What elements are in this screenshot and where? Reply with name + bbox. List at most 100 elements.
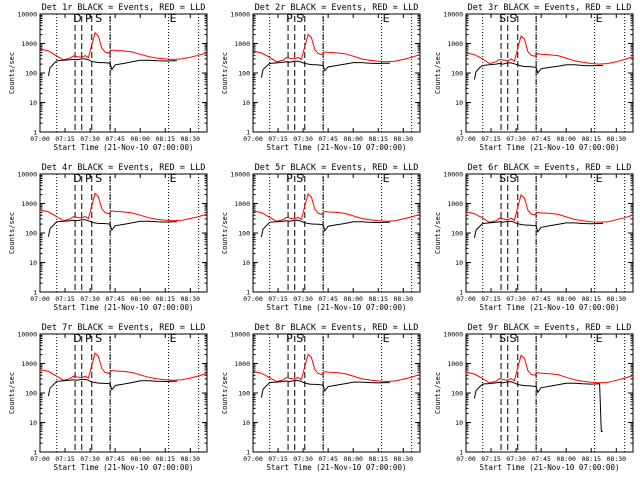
x-tick-label: 08:15 — [155, 455, 175, 463]
y-tick-label: 10 — [242, 419, 250, 427]
series-red-lld-line — [252, 33, 421, 63]
y-tick-label: 1000 — [447, 360, 463, 368]
x-tick-label: 07:00 — [456, 135, 476, 143]
interval-letter-end: E — [383, 12, 390, 25]
x-axis-label: Start Time (21-Nov-10 07:00:00) — [480, 463, 620, 472]
y-tick-label: 100 — [451, 230, 463, 238]
x-tick-label: 07:15 — [268, 455, 288, 463]
x-axis-label: Start Time (21-Nov-10 07:00:00) — [267, 143, 407, 152]
x-tick-label: 08:15 — [368, 295, 388, 303]
x-tick-label: 08:15 — [368, 135, 388, 143]
y-tick-label: 10 — [242, 99, 250, 107]
y-tick-label: 100 — [451, 70, 463, 78]
y-tick-label: 10000 — [17, 11, 37, 19]
x-tick-label: 07:00 — [30, 295, 50, 303]
x-tick-label: 08:15 — [368, 455, 388, 463]
y-tick-label: 1 — [459, 449, 463, 457]
panel-1: Det 1r BLACK = Events, RED = LLD Start Ti… — [8, 3, 208, 152]
y-tick-label: 10000 — [443, 171, 463, 179]
x-tick-label: 07:30 — [80, 135, 100, 143]
y-tick-label: 100 — [25, 70, 37, 78]
x-tick-label: 07:45 — [318, 135, 338, 143]
panel-7: Det 7r BLACK = Events, RED = LLD Start Ti… — [8, 323, 208, 472]
series-black-events-line — [47, 378, 177, 397]
x-tick-label: 08:30 — [181, 135, 201, 143]
x-tick-label: 07:45 — [105, 455, 125, 463]
x-tick-label: 07:30 — [293, 455, 313, 463]
x-tick-label: 08:00 — [130, 455, 150, 463]
interval-letters: P S — [286, 172, 303, 185]
interval-letter-end: E — [596, 172, 603, 185]
x-tick-label: 08:00 — [556, 295, 576, 303]
x-tick-label: 07:15 — [481, 455, 501, 463]
panel-2: Det 2r BLACK = Events, RED = LLD Start Ti… — [221, 3, 421, 152]
y-tick-label: 10000 — [443, 331, 463, 339]
interval-letters: D P S — [73, 172, 102, 185]
x-tick-label: 08:30 — [394, 135, 414, 143]
x-tick-label: 08:30 — [607, 295, 627, 303]
series-red-lld-line — [465, 193, 634, 223]
panel-title: Det 3r BLACK = Events, RED = LLD — [468, 3, 632, 13]
x-tick-label: 07:30 — [506, 135, 526, 143]
y-tick-label: 10 — [455, 259, 463, 267]
panel-6: Det 6r BLACK = Events, RED = LLD Start Ti… — [434, 163, 634, 312]
x-tick-label: 08:15 — [581, 295, 601, 303]
x-axis-label: Start Time (21-Nov-10 07:00:00) — [54, 143, 194, 152]
x-tick-label: 07:30 — [506, 295, 526, 303]
y-tick-label: 1000 — [234, 360, 250, 368]
panel-8: Det 8r BLACK = Events, RED = LLD Start Ti… — [221, 323, 421, 472]
x-tick-label: 08:00 — [130, 135, 150, 143]
interval-letters: D P S — [73, 12, 102, 25]
x-tick-label: 07:45 — [105, 295, 125, 303]
series-red-lld-line — [465, 35, 634, 65]
panel-4: Det 4r BLACK = Events, RED = LLD Start Ti… — [8, 163, 208, 312]
x-tick-label: 07:00 — [243, 295, 263, 303]
panel-title: Det 2r BLACK = Events, RED = LLD — [255, 3, 419, 13]
y-tick-label: 10 — [29, 419, 37, 427]
x-tick-label: 07:30 — [293, 135, 313, 143]
series-red-lld-line — [39, 192, 208, 222]
panel-title: Det 8r BLACK = Events, RED = LLD — [255, 323, 419, 333]
y-tick-label: 10 — [455, 419, 463, 427]
x-tick-label: 07:15 — [55, 455, 75, 463]
x-tick-label: 07:45 — [531, 455, 551, 463]
y-tick-label: 10000 — [230, 331, 250, 339]
x-tick-label: 08:15 — [155, 135, 175, 143]
y-tick-label: 10000 — [230, 171, 250, 179]
x-tick-label: 07:45 — [105, 135, 125, 143]
x-tick-label: 07:00 — [243, 135, 263, 143]
panel-title: Det 1r BLACK = Events, RED = LLD — [42, 3, 206, 13]
y-tick-label: 1000 — [21, 40, 37, 48]
interval-letter-end: E — [383, 172, 390, 185]
x-tick-label: 08:00 — [343, 135, 363, 143]
series-black-events-line — [260, 60, 390, 78]
x-axis-label: Start Time (21-Nov-10 07:00:00) — [480, 143, 620, 152]
y-tick-label: 1000 — [21, 200, 37, 208]
series-black-events-line — [47, 58, 177, 76]
panel-title: Det 7r BLACK = Events, RED = LLD — [42, 323, 206, 333]
x-tick-label: 07:45 — [531, 295, 551, 303]
series-red-lld-line — [465, 354, 634, 384]
x-axis-label: Start Time (21-Nov-10 07:00:00) — [480, 303, 620, 312]
y-axis-label: Counts/sec — [8, 372, 16, 414]
y-tick-label: 100 — [238, 70, 250, 78]
x-tick-label: 07:45 — [318, 295, 338, 303]
x-tick-label: 07:00 — [30, 135, 50, 143]
interval-letter-end: E — [170, 172, 177, 185]
x-tick-label: 08:00 — [556, 455, 576, 463]
series-red-lld-line — [252, 193, 421, 222]
x-axis-label: Start Time (21-Nov-10 07:00:00) — [54, 463, 194, 472]
x-tick-label: 07:00 — [243, 455, 263, 463]
interval-letter-end: E — [596, 332, 603, 345]
plot-frame — [252, 13, 421, 133]
x-tick-label: 08:30 — [607, 455, 627, 463]
x-tick-label: 07:15 — [481, 295, 501, 303]
series-black-events-line — [260, 219, 390, 238]
y-tick-label: 1 — [33, 449, 37, 457]
panel-9: Det 9r BLACK = Events, RED = LLD Start Ti… — [434, 323, 634, 472]
y-tick-label: 1 — [459, 289, 463, 297]
series-black-events-line — [47, 219, 177, 237]
y-axis-label: Counts/sec — [8, 212, 16, 254]
x-tick-label: 07:30 — [80, 455, 100, 463]
y-tick-label: 1 — [33, 129, 37, 137]
